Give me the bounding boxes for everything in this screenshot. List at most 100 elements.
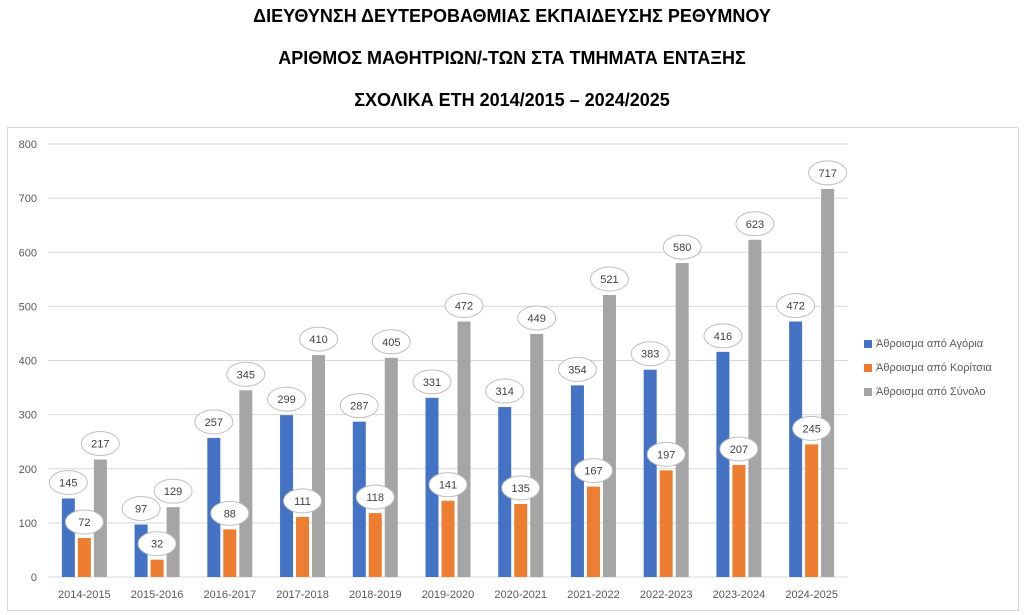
data-label: 405 <box>382 337 400 349</box>
data-label: 717 <box>818 168 836 180</box>
data-label: 580 <box>673 242 691 254</box>
data-label-bubble <box>267 386 307 412</box>
x-tick-label: 2021-2022 <box>567 589 620 601</box>
bar-girls <box>223 529 237 577</box>
data-label: 623 <box>746 219 764 231</box>
y-tick-label: 600 <box>19 247 37 259</box>
data-label-bubble <box>808 160 848 186</box>
data-label-bubble <box>412 369 452 395</box>
data-label: 383 <box>641 349 659 361</box>
data-label-bubble <box>557 356 597 382</box>
data-label: 299 <box>277 394 295 406</box>
legend-label: Άθροισμα από Σύνολο <box>876 386 986 398</box>
y-tick-label: 0 <box>31 572 37 584</box>
data-label: 521 <box>600 274 618 286</box>
data-label: 167 <box>584 466 602 478</box>
data-label: 217 <box>91 439 109 451</box>
data-label: 410 <box>309 334 327 346</box>
data-label: 97 <box>135 503 147 515</box>
bar-girls <box>732 464 746 577</box>
data-label-bubble <box>80 431 120 457</box>
bar-girls <box>586 486 600 577</box>
bar-boys <box>643 369 657 577</box>
data-label-bubble <box>485 378 525 404</box>
y-tick-label: 800 <box>19 139 37 151</box>
data-label-bubble <box>662 234 702 260</box>
bar-total <box>748 239 762 577</box>
data-label-bubble <box>501 475 541 501</box>
data-label: 354 <box>568 364 586 376</box>
data-label-bubble <box>719 436 759 462</box>
data-label-bubble <box>194 409 234 435</box>
data-label-bubble <box>444 293 484 319</box>
legend-item-boys: Άθροισμα από Αγόρια <box>864 338 983 350</box>
bar-girls <box>659 470 673 577</box>
data-label: 207 <box>730 444 748 456</box>
x-tick-label: 2024-2025 <box>785 589 838 601</box>
data-label-bubble <box>573 458 613 484</box>
data-label: 129 <box>164 486 182 498</box>
data-label-bubble <box>703 323 743 349</box>
bar-total <box>457 321 471 577</box>
data-label-bubble <box>589 266 629 292</box>
data-label-bubble <box>48 470 88 496</box>
data-label: 88 <box>224 508 236 520</box>
bar-boys <box>716 351 730 577</box>
bar-total <box>312 355 326 577</box>
y-tick-label: 100 <box>19 518 37 530</box>
data-label: 111 <box>294 496 311 508</box>
bar-girls <box>77 538 91 577</box>
data-label-bubble <box>299 326 339 352</box>
bar-girls <box>805 444 819 577</box>
legend-swatch <box>864 364 872 372</box>
bar-total <box>384 357 398 577</box>
legend-item-total: Άθροισμα από Σύνολο <box>864 386 986 398</box>
bar-girls <box>296 516 310 577</box>
x-tick-label: 2017-2018 <box>276 589 329 601</box>
y-tick-label: 300 <box>19 410 37 422</box>
data-label: 245 <box>802 423 820 435</box>
y-tick-label: 500 <box>19 301 37 313</box>
data-label-bubble <box>776 293 816 319</box>
data-label: 416 <box>714 331 732 343</box>
data-label-bubble <box>283 488 323 514</box>
data-label: 32 <box>151 539 163 551</box>
bar-girls <box>514 503 528 577</box>
data-label: 472 <box>455 301 473 313</box>
x-tick-label: 2014-2015 <box>58 589 111 601</box>
bar-total <box>821 188 835 577</box>
data-label-bubble <box>630 341 670 367</box>
y-tick-label: 400 <box>19 356 37 368</box>
legend-item-girls: Άθροισμα από Κορίτσια <box>864 362 992 374</box>
bar-boys <box>570 385 584 577</box>
bar-boys <box>789 321 803 577</box>
data-label-bubble <box>355 484 395 510</box>
data-label: 135 <box>512 483 530 495</box>
x-tick-label: 2018-2019 <box>349 589 402 601</box>
bar-total <box>675 263 689 577</box>
data-label-bubble <box>121 495 161 521</box>
x-tick-label: 2016-2017 <box>204 589 257 601</box>
data-label-bubble <box>517 305 557 331</box>
bar-girls <box>150 559 164 577</box>
x-tick-label: 2015-2016 <box>131 589 184 601</box>
chart-area <box>7 127 1019 611</box>
data-label: 345 <box>237 369 255 381</box>
x-tick-label: 2020-2021 <box>494 589 547 601</box>
legend-label: Άθροισμα από Αγόρια <box>876 338 984 350</box>
data-label: 449 <box>528 313 546 325</box>
data-label-bubble <box>226 361 266 387</box>
data-label-bubble <box>735 211 775 237</box>
data-label-bubble <box>64 509 104 535</box>
legend-swatch <box>864 340 872 348</box>
data-label: 472 <box>786 301 804 313</box>
data-label: 287 <box>350 401 368 413</box>
legend-swatch <box>864 388 872 396</box>
y-tick-label: 700 <box>19 193 37 205</box>
data-label-bubble <box>137 531 177 557</box>
data-label-bubble <box>428 472 468 498</box>
data-label-bubble <box>153 478 193 504</box>
data-label-bubble <box>210 500 250 526</box>
data-label: 197 <box>657 449 675 461</box>
data-label: 257 <box>205 417 223 429</box>
